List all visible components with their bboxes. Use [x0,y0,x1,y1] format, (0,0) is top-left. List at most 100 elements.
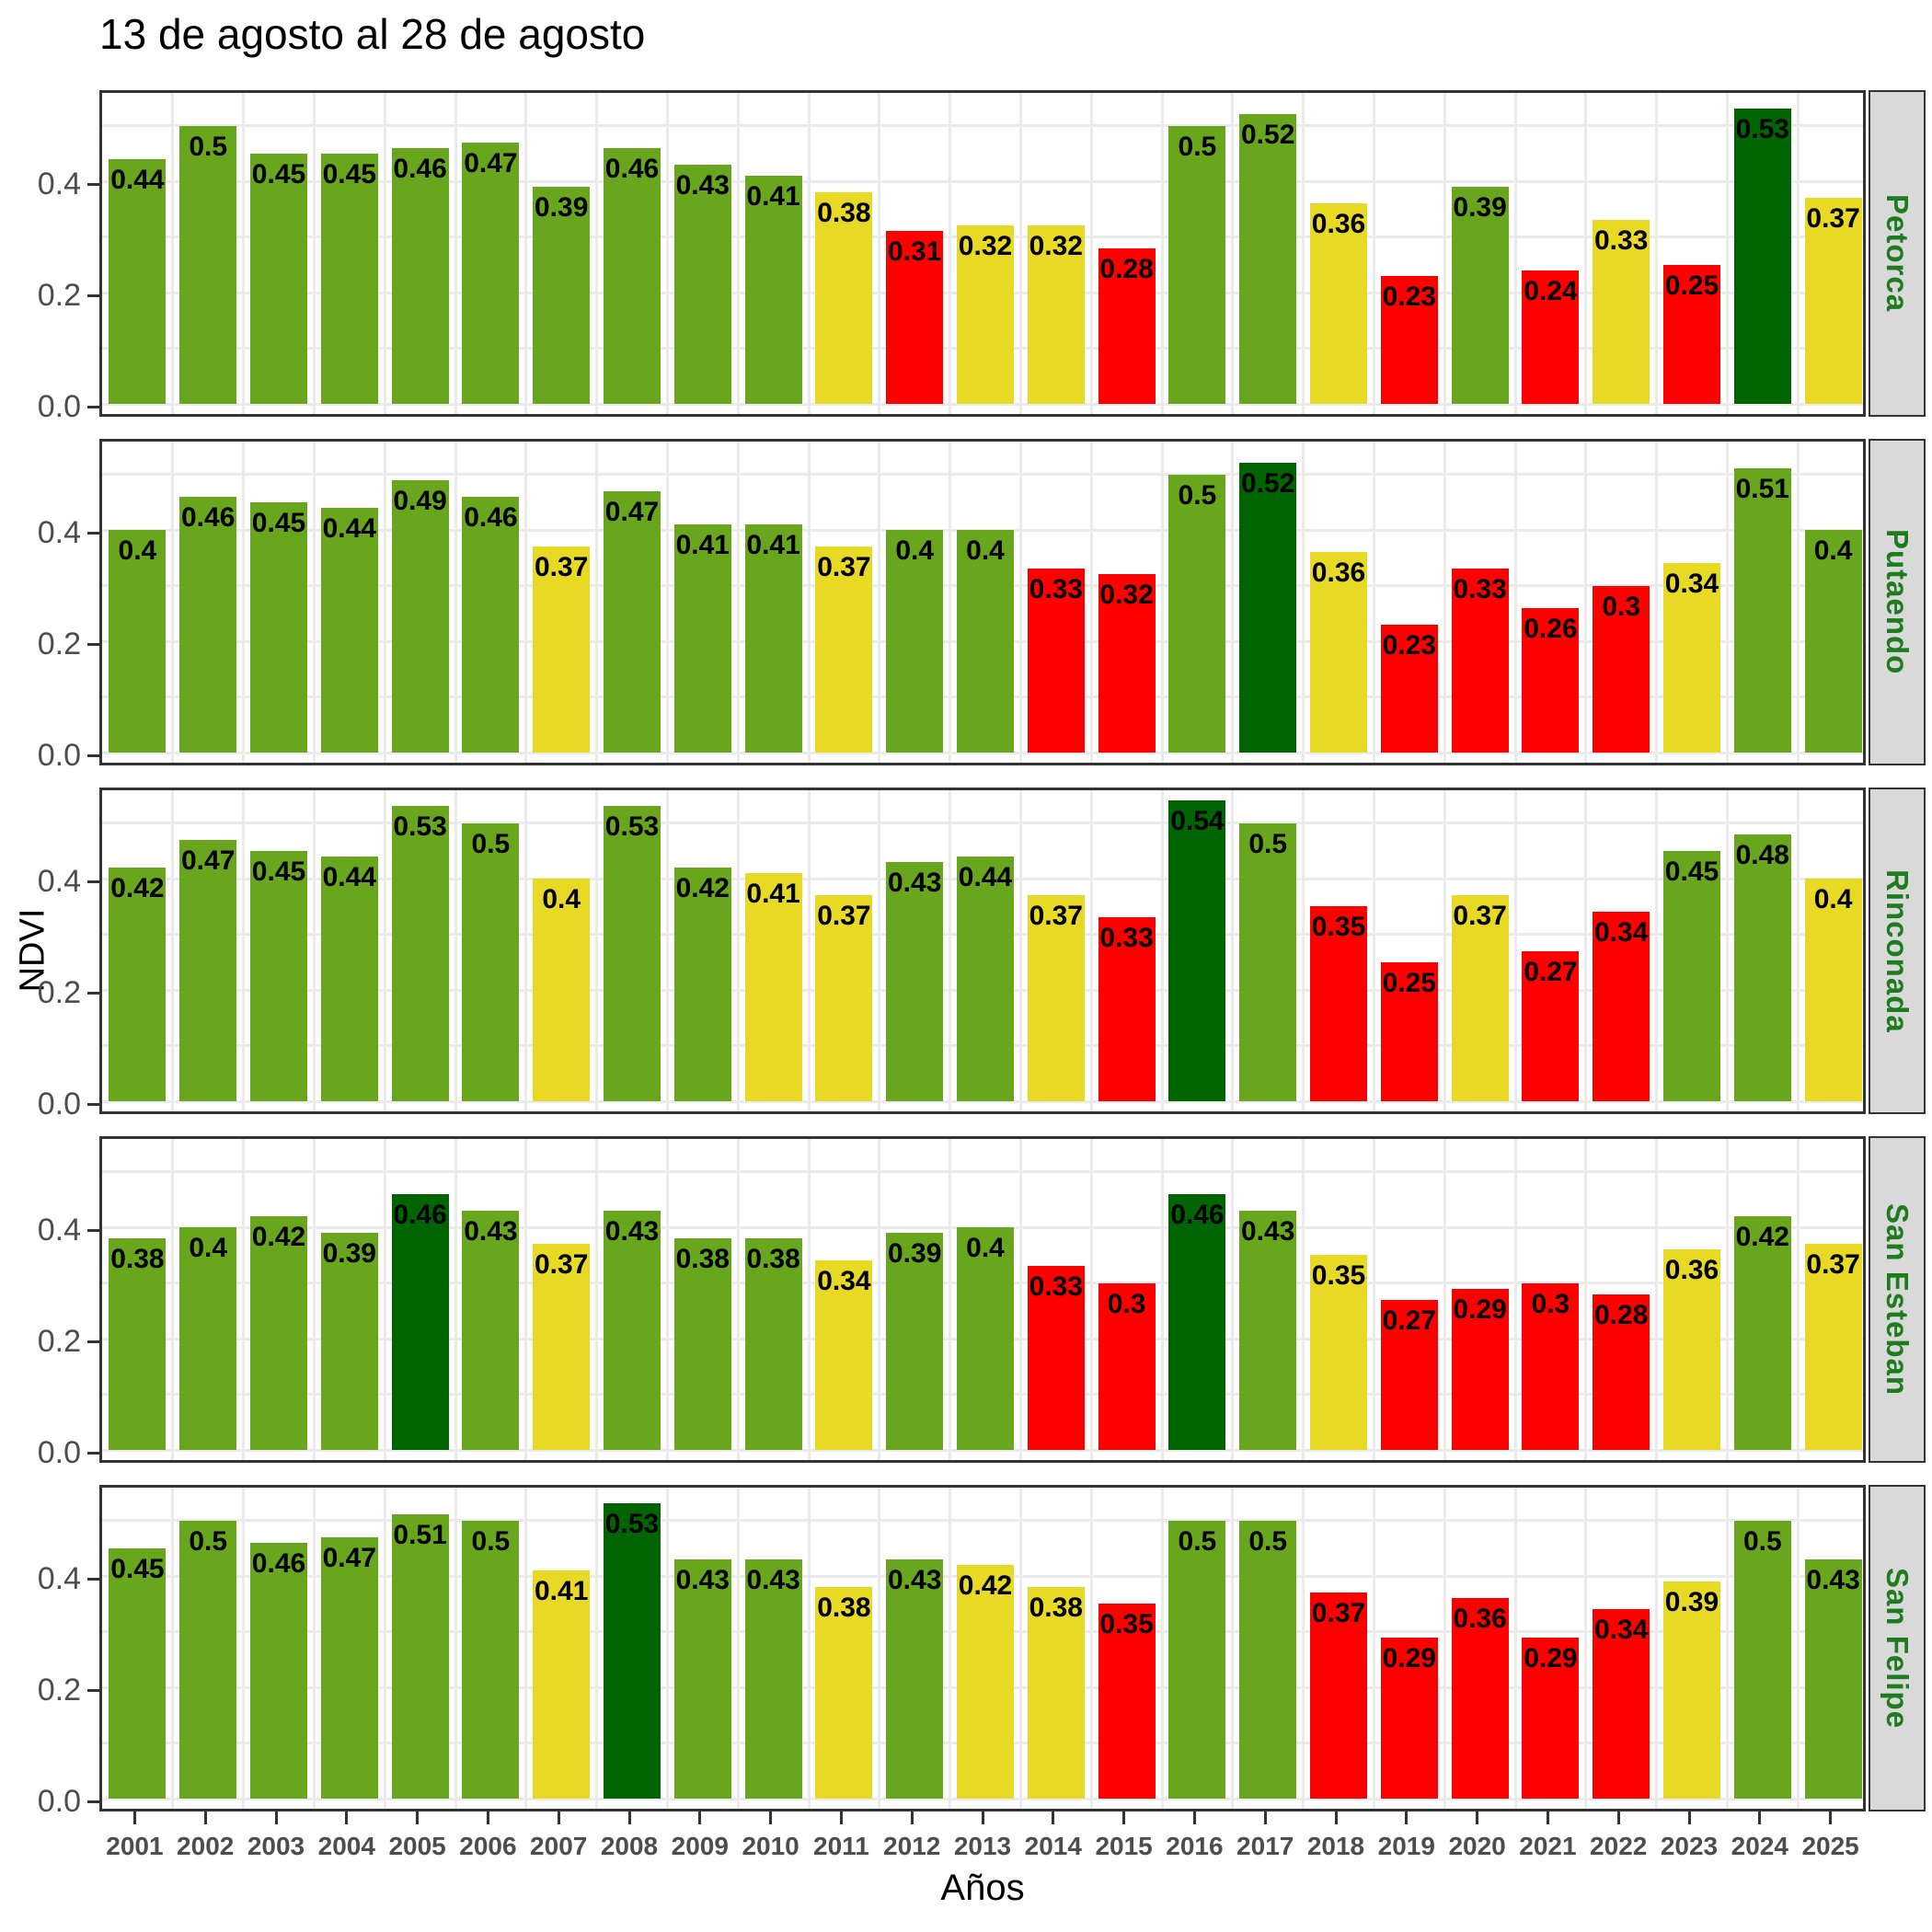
bar-2002: 0.5 [179,1520,237,1799]
bar-2013: 0.42 [957,1564,1014,1799]
bar-value-label: 0.37 [1806,1249,1860,1281]
bar-value-label: 0.5 [1178,479,1217,511]
x-axis-tick [627,1811,631,1824]
bar-value-label: 0.43 [464,1215,518,1247]
gridline-v [1655,1139,1659,1460]
gridline-v [524,1488,528,1809]
gridline-v [1302,93,1305,414]
y-axis-tick [87,182,99,186]
bar-value-label: 0.4 [966,535,1005,566]
x-axis-tick [345,1811,349,1824]
bar-2015: 0.28 [1098,247,1156,404]
bar-2018: 0.35 [1310,1255,1367,1450]
bar-2013: 0.4 [957,530,1014,753]
bar-2022: 0.34 [1593,1609,1650,1799]
gridline-v [1725,442,1729,763]
bar-value-label: 0.37 [1453,901,1507,932]
bar-2005: 0.51 [391,1514,449,1799]
gridline-v [1796,442,1800,763]
bar-2022: 0.28 [1593,1294,1650,1450]
bar-value-label: 0.4 [1813,535,1853,566]
bar-value-label: 0.47 [464,147,518,178]
bar-value-label: 0.38 [1029,1593,1083,1624]
bar-2008: 0.53 [604,1503,661,1799]
bar-2004: 0.45 [320,153,378,404]
bar-2016: 0.46 [1168,1193,1226,1450]
x-axis-tick [132,1811,136,1824]
bar-value-label: 0.25 [1664,270,1719,301]
bar-2020: 0.39 [1451,187,1509,404]
bar-value-label: 0.43 [675,169,730,201]
bar-2008: 0.47 [604,490,661,753]
x-axis-tick-label: 2001 [106,1832,164,1860]
gridline-v [1018,1488,1022,1809]
bar-value-label: 0.23 [1382,629,1436,661]
bar-value-label: 0.41 [746,878,800,909]
x-axis-tick [1687,1811,1691,1824]
y-axis-tick [87,405,99,408]
bar-2007: 0.41 [533,1570,591,1799]
gridline-v [242,93,246,414]
y-axis-tick [87,1800,99,1803]
gridline-v [1018,442,1022,763]
bar-2017: 0.43 [1239,1210,1297,1450]
bar-value-label: 0.4 [118,535,157,566]
bar-value-label: 0.42 [251,1221,306,1252]
x-axis-tick [981,1811,984,1824]
facet-strip-label: San Felipe [1880,1567,1915,1730]
gridline-v [1584,790,1588,1111]
bar-2011: 0.37 [815,546,873,753]
bar-2007: 0.37 [533,1244,591,1450]
bar-2011: 0.38 [815,1587,873,1799]
gridline-v [171,1139,175,1460]
gridline-v [1513,790,1517,1111]
bar-value-label: 0.37 [1029,901,1083,932]
facet-strip-label: Putaendo [1880,529,1915,675]
gridline-v [1302,790,1305,1111]
gridline-v [524,442,528,763]
gridline-v [1089,1139,1093,1460]
x-axis-tick-label: 2004 [317,1832,375,1860]
gridline-v [1372,442,1375,763]
bar-value-label: 0.43 [604,1215,660,1247]
bar-2013: 0.44 [957,856,1014,1101]
bar-value-label: 0.4 [542,884,581,914]
y-axis-tick-label: 0.2 [37,1673,81,1708]
bar-value-label: 0.44 [322,861,376,892]
bar-2020: 0.29 [1451,1288,1509,1450]
bar-2002: 0.47 [179,839,237,1101]
bar-2024: 0.53 [1733,109,1791,404]
bar-value-label: 0.54 [1170,806,1225,837]
bar-2008: 0.46 [604,147,661,404]
bar-2009: 0.41 [673,523,731,753]
bar-value-label: 0.36 [1311,209,1366,240]
bar-value-label: 0.43 [1240,1215,1295,1247]
bar-value-label: 0.5 [1178,1525,1217,1557]
bar-value-label: 0.51 [1735,474,1789,505]
gridline-v [242,1488,246,1809]
bar-2018: 0.36 [1310,552,1367,753]
bar-value-label: 0.45 [1664,856,1719,887]
bar-value-label: 0.33 [1029,1271,1083,1303]
bar-2009: 0.42 [673,867,731,1101]
gridline-v [1584,442,1588,763]
bar-value-label: 0.52 [1240,468,1295,500]
x-axis-tick-label: 2023 [1660,1832,1719,1860]
gridline-v [736,93,740,414]
gridline-v [1089,93,1093,414]
bar-value-label: 0.42 [110,872,165,903]
bar-2012: 0.31 [886,231,944,404]
bar-2019: 0.23 [1380,275,1438,404]
bar-2013: 0.4 [957,1227,1014,1450]
bar-value-label: 0.41 [675,529,730,560]
x-axis-tick [839,1811,843,1824]
gridline-v [1089,790,1093,1111]
bar-2022: 0.3 [1593,585,1650,753]
bar-value-label: 0.36 [1311,558,1366,589]
x-axis-tick [203,1811,207,1824]
bar-value-label: 0.41 [746,180,800,212]
bar-value-label: 0.5 [471,1525,511,1557]
bar-2018: 0.35 [1310,906,1367,1101]
bar-2014: 0.38 [1027,1587,1085,1799]
